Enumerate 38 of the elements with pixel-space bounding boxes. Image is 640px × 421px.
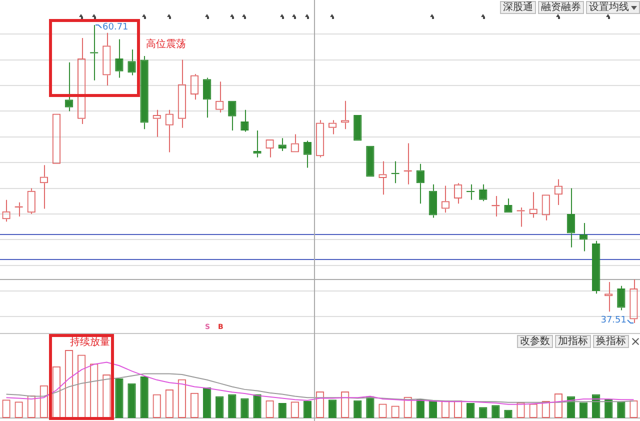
annotation: 高位震荡	[146, 39, 186, 51]
bar	[604, 398, 613, 418]
bar	[579, 402, 588, 418]
text: 融资融券	[538, 1, 584, 14]
candlestick	[617, 285, 626, 311]
bar	[216, 396, 224, 418]
text: 设置均线	[586, 1, 640, 14]
bar	[228, 394, 236, 418]
bar	[617, 402, 626, 418]
candlestick	[428, 184, 438, 218]
candlestick	[278, 138, 286, 152]
bar	[428, 401, 438, 418]
bar	[366, 396, 374, 418]
text: 加指标	[555, 335, 591, 348]
candlestick	[566, 188, 576, 248]
bar	[128, 383, 136, 418]
text: 改参数	[517, 335, 553, 348]
candlestick	[253, 130, 262, 158]
bar	[202, 387, 212, 418]
bar	[416, 398, 424, 418]
annotation: 37.51	[600, 315, 626, 326]
bar	[115, 378, 124, 418]
text: 深股通	[500, 1, 536, 14]
bar	[328, 400, 337, 418]
annotation: 60.71	[102, 22, 128, 32]
bar	[278, 403, 286, 418]
candlestick	[202, 77, 212, 118]
candlestick	[140, 55, 148, 130]
bar	[354, 400, 362, 418]
bar	[140, 376, 148, 418]
candlestick	[592, 240, 600, 294]
bar	[466, 403, 475, 418]
bar	[253, 394, 262, 418]
candlestick	[228, 100, 236, 131]
text: 持续放量	[70, 337, 110, 349]
text: 换指标	[593, 335, 629, 348]
bar	[303, 401, 312, 418]
bar	[240, 398, 249, 418]
